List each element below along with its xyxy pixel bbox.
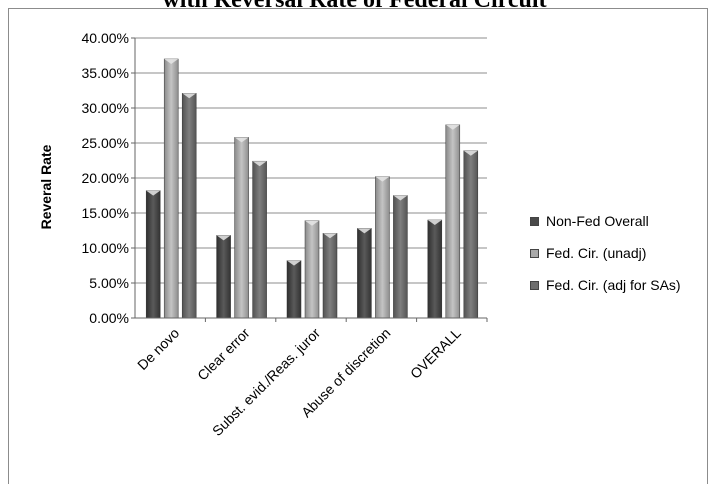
- y-tick-label: 5.00%: [89, 275, 129, 291]
- bar-2-1: [305, 221, 319, 318]
- y-tick-label: 25.00%: [82, 135, 129, 151]
- legend-label: Fed. Cir. (unadj): [546, 245, 646, 261]
- y-tick-label: 0.00%: [89, 310, 129, 326]
- y-tick-label: 35.00%: [82, 65, 129, 81]
- bar-2-2: [323, 233, 337, 318]
- y-tick-label: 30.00%: [82, 100, 129, 116]
- bar-0-1: [164, 59, 178, 318]
- bar-0-0: [146, 191, 160, 318]
- bar-3-0: [357, 228, 371, 318]
- y-tick-label: 40.00%: [82, 30, 129, 46]
- bar-0-2: [182, 93, 196, 318]
- bar-4-2: [464, 151, 478, 318]
- chart-frame: 0.00% 5.00% 10.00% 15.00% 20.00% 25.00% 30.00%…: [8, 8, 708, 484]
- legend-swatch: [530, 281, 539, 290]
- y-tick-label: 10.00%: [82, 240, 129, 256]
- x-tick-label: Clear error: [194, 325, 253, 384]
- legend-item-fed-cir-unadj: Fed. Cir. (unadj): [530, 243, 681, 263]
- bar-3-1: [375, 177, 389, 318]
- x-tick-label: De novo: [134, 325, 182, 373]
- bar-1-2: [253, 161, 267, 318]
- y-axis-label: Reveral Rate: [38, 144, 54, 229]
- legend-label: Fed. Cir. (adj for SAs): [546, 277, 681, 293]
- legend-label: Non-Fed Overall: [546, 213, 649, 229]
- y-tick-label: 15.00%: [82, 205, 129, 221]
- bar-3-2: [393, 196, 407, 319]
- bar-4-0: [428, 220, 442, 318]
- bar-4-1: [446, 125, 460, 318]
- legend-swatch: [530, 217, 539, 226]
- y-tick-label: 20.00%: [82, 170, 129, 186]
- legend-item-non-fed-overall: Non-Fed Overall: [530, 211, 681, 231]
- bar-1-0: [217, 235, 231, 318]
- legend-item-fed-cir-adj: Fed. Cir. (adj for SAs): [530, 275, 681, 295]
- legend-swatch: [530, 249, 539, 258]
- legend: Non-Fed Overall Fed. Cir. (unadj) Fed. C…: [530, 211, 681, 307]
- bar-2-0: [287, 261, 301, 318]
- bar-1-1: [235, 137, 249, 318]
- x-tick-label: OVERALL: [407, 325, 464, 382]
